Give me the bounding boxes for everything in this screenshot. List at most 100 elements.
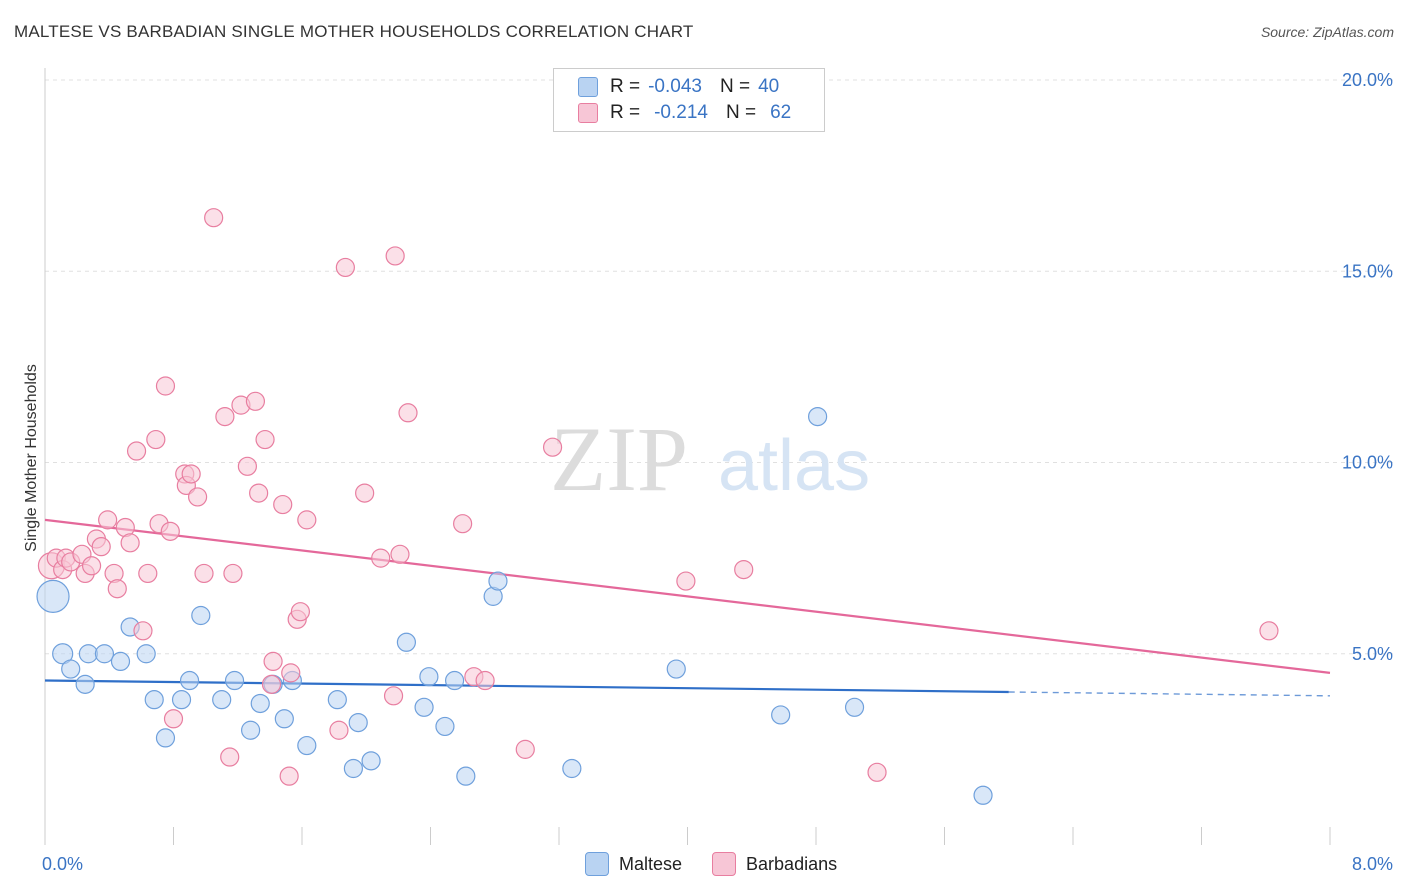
data-points xyxy=(36,208,1279,805)
data-point xyxy=(138,563,158,584)
data-point xyxy=(355,483,375,503)
data-point xyxy=(456,766,476,786)
y-tick-label: 15.0% xyxy=(1342,261,1393,281)
data-point xyxy=(263,651,283,672)
data-point xyxy=(390,544,410,564)
data-point xyxy=(273,494,293,515)
data-point xyxy=(144,690,164,710)
data-point xyxy=(562,758,582,779)
data-point xyxy=(361,751,381,771)
data-point xyxy=(542,437,563,457)
data-point xyxy=(290,602,310,622)
data-point xyxy=(515,739,535,759)
data-point xyxy=(488,571,508,591)
data-point xyxy=(36,579,70,613)
legend-n-label: N = xyxy=(725,102,757,123)
barbadians-swatch xyxy=(578,103,598,123)
data-point xyxy=(281,663,301,683)
legend-row-barbadians: R = -0.214 N = 62 xyxy=(578,101,791,125)
data-point xyxy=(398,403,418,423)
trend-line-extension xyxy=(1008,691,1331,697)
data-point xyxy=(419,667,439,687)
data-point xyxy=(867,762,887,782)
data-point xyxy=(171,690,192,710)
axes xyxy=(44,68,1331,845)
data-point xyxy=(444,670,465,691)
data-point xyxy=(187,487,208,507)
data-point xyxy=(224,670,245,691)
data-point xyxy=(136,644,156,664)
data-point xyxy=(261,674,282,694)
data-point xyxy=(204,208,224,228)
data-point xyxy=(250,693,270,714)
data-point xyxy=(297,735,317,756)
data-point xyxy=(94,644,115,664)
data-point xyxy=(385,246,405,266)
data-point xyxy=(181,464,201,484)
grid-lines xyxy=(45,79,1395,655)
data-point xyxy=(155,376,176,396)
data-point xyxy=(348,712,368,733)
source-label: Source: ZipAtlas.com xyxy=(1260,24,1394,40)
data-point xyxy=(155,728,176,748)
data-point xyxy=(133,621,153,641)
data-point xyxy=(396,632,417,652)
data-point xyxy=(771,705,791,725)
legend-r-label: R = xyxy=(610,76,641,97)
data-point xyxy=(160,521,180,541)
data-point xyxy=(844,697,865,717)
data-point xyxy=(383,686,404,706)
series-barbadians xyxy=(37,208,1279,786)
data-point xyxy=(110,651,131,672)
barbadians-swatch xyxy=(712,852,737,876)
x-tick-label: 0.0% xyxy=(42,854,83,874)
data-point xyxy=(241,720,261,740)
data-point xyxy=(212,690,232,710)
maltese-swatch xyxy=(578,77,598,97)
data-point xyxy=(146,429,166,450)
data-point xyxy=(237,456,257,476)
data-point xyxy=(81,556,102,576)
maltese-swatch xyxy=(585,852,609,876)
y-tick-label: 5.0% xyxy=(1352,644,1393,664)
data-point xyxy=(78,644,98,664)
y-tick-label: 10.0% xyxy=(1342,453,1393,473)
watermark-atlas: atlas xyxy=(718,426,870,506)
data-point xyxy=(973,785,993,805)
data-point xyxy=(371,548,391,568)
data-point xyxy=(734,559,754,580)
data-point xyxy=(163,709,184,729)
data-point xyxy=(327,690,347,710)
data-point xyxy=(179,670,200,691)
legend-r-label: R = xyxy=(610,102,641,123)
data-point xyxy=(91,537,111,557)
data-point xyxy=(75,674,95,694)
legend: R = -0.043 N = 40 R = -0.214 N = 62 xyxy=(553,68,825,132)
trend-lines xyxy=(44,518,1331,697)
data-point xyxy=(453,514,473,534)
trend-line-barbadians xyxy=(44,518,1331,674)
data-point xyxy=(194,563,214,584)
data-point xyxy=(98,510,118,530)
data-point xyxy=(329,720,349,740)
tick-labels: 5.0% 10.0% 15.0% 20.0% 0.0% 8.0% xyxy=(42,70,1393,874)
data-point xyxy=(414,697,434,717)
data-point xyxy=(249,483,269,503)
data-point xyxy=(120,533,140,553)
data-point xyxy=(297,510,317,530)
data-point xyxy=(435,716,455,737)
data-point xyxy=(52,643,74,665)
bottom-legend: Maltese Barbadians xyxy=(585,852,867,876)
data-point xyxy=(245,391,266,411)
legend-n-value: 40 xyxy=(758,76,780,97)
y-tick-label: 20.0% xyxy=(1342,70,1393,90)
data-point xyxy=(274,709,294,729)
legend-r-value: -0.214 xyxy=(654,102,708,123)
data-point xyxy=(666,659,686,679)
data-point xyxy=(255,429,275,450)
data-point xyxy=(215,407,235,427)
series-maltese xyxy=(36,407,993,805)
data-point xyxy=(126,441,147,461)
data-point xyxy=(223,563,243,584)
